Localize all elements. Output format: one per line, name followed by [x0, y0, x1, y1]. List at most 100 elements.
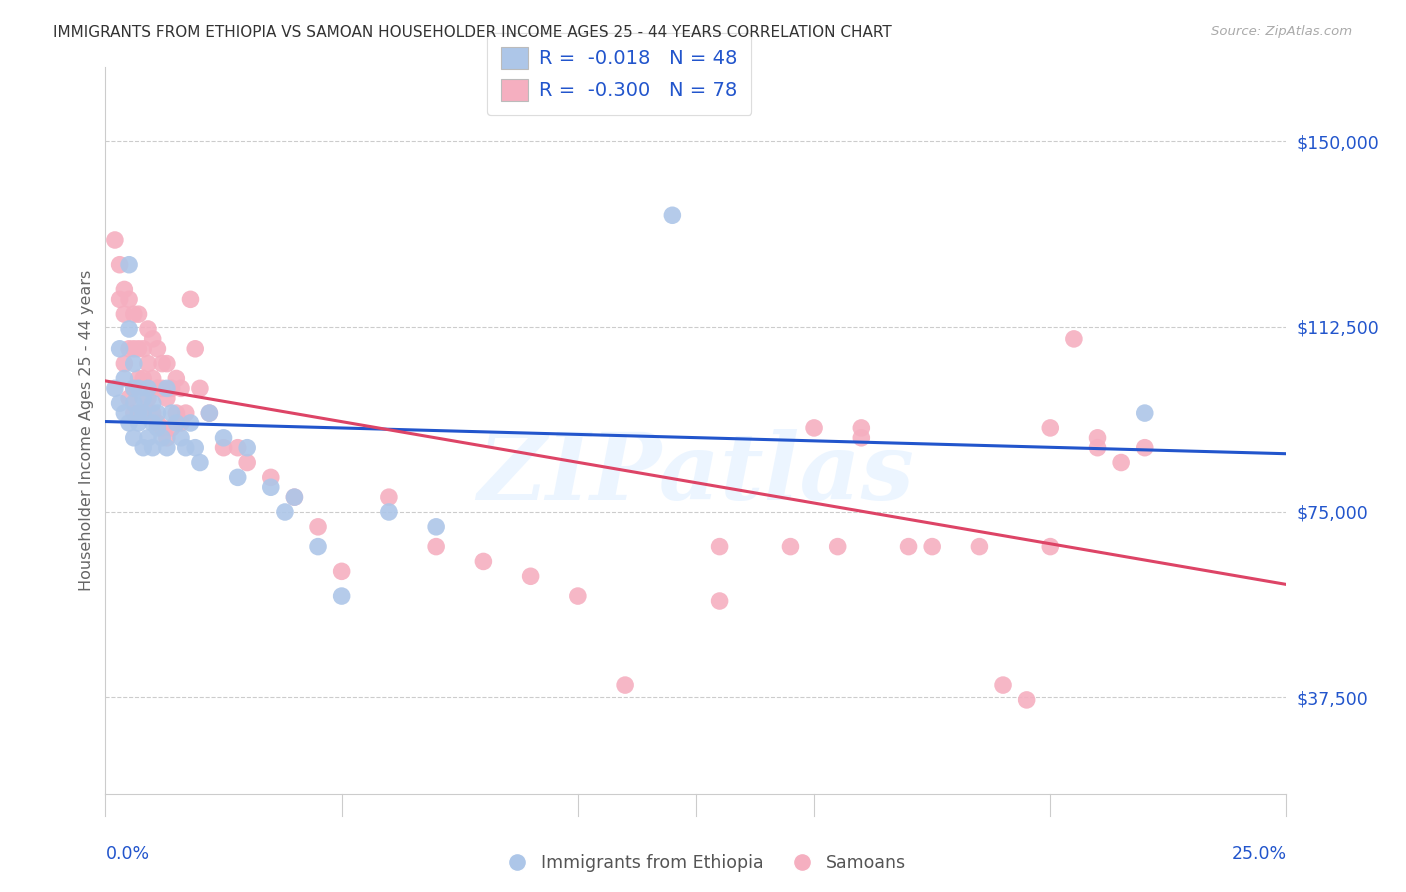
Point: [108, 342, 131, 356]
Point: [283, 490, 305, 504]
Point: [174, 406, 197, 420]
Point: [160, 381, 183, 395]
Point: [226, 470, 249, 484]
Point: [236, 456, 259, 470]
Point: [142, 406, 165, 420]
Point: [132, 406, 155, 420]
Point: [274, 505, 297, 519]
Point: [142, 416, 165, 430]
Point: [165, 416, 187, 430]
Point: [118, 258, 141, 272]
Text: ZIPatlas: ZIPatlas: [478, 429, 914, 519]
Point: [1063, 332, 1085, 346]
Point: [128, 381, 150, 395]
Point: [112, 307, 135, 321]
Point: [174, 441, 197, 455]
Point: [118, 391, 141, 405]
Point: [160, 421, 183, 435]
Point: [156, 431, 179, 445]
Point: [661, 208, 683, 222]
Point: [1133, 406, 1156, 420]
Point: [212, 441, 235, 455]
Point: [128, 406, 150, 420]
Point: [112, 357, 135, 371]
Text: 25.0%: 25.0%: [1232, 845, 1286, 863]
Point: [150, 381, 173, 395]
Point: [132, 391, 155, 405]
Point: [283, 490, 305, 504]
Point: [378, 505, 401, 519]
Point: [307, 520, 329, 534]
Legend: Immigrants from Ethiopia, Samoans: Immigrants from Ethiopia, Samoans: [492, 847, 914, 879]
Point: [112, 282, 135, 296]
Point: [142, 441, 165, 455]
Point: [184, 441, 207, 455]
Point: [198, 406, 221, 420]
Point: [170, 431, 193, 445]
Point: [156, 357, 179, 371]
Point: [827, 540, 849, 554]
Point: [1039, 421, 1062, 435]
Point: [1015, 693, 1038, 707]
Point: [1087, 431, 1109, 445]
Point: [122, 381, 145, 395]
Point: [122, 431, 145, 445]
Point: [1109, 456, 1132, 470]
Point: [236, 441, 259, 455]
Point: [1133, 441, 1156, 455]
Point: [160, 406, 183, 420]
Point: [1039, 540, 1062, 554]
Point: [921, 540, 943, 554]
Point: [142, 332, 165, 346]
Point: [112, 371, 135, 385]
Point: [212, 431, 235, 445]
Point: [128, 406, 150, 420]
Point: [188, 381, 211, 395]
Point: [179, 416, 201, 430]
Point: [851, 431, 873, 445]
Point: [136, 381, 159, 395]
Point: [260, 480, 283, 494]
Point: [142, 396, 165, 410]
Point: [156, 381, 179, 395]
Point: [128, 416, 150, 430]
Point: [179, 293, 201, 307]
Point: [472, 554, 495, 568]
Point: [330, 589, 353, 603]
Point: [425, 540, 447, 554]
Point: [165, 371, 187, 385]
Point: [146, 381, 169, 395]
Point: [108, 258, 131, 272]
Point: [709, 540, 731, 554]
Point: [122, 307, 145, 321]
Point: [170, 416, 193, 430]
Point: [118, 416, 141, 430]
Point: [146, 421, 169, 435]
Point: [150, 431, 173, 445]
Point: [226, 441, 249, 455]
Point: [170, 381, 193, 395]
Point: [614, 678, 637, 692]
Point: [128, 307, 150, 321]
Text: IMMIGRANTS FROM ETHIOPIA VS SAMOAN HOUSEHOLDER INCOME AGES 25 - 44 YEARS CORRELA: IMMIGRANTS FROM ETHIOPIA VS SAMOAN HOUSE…: [53, 25, 893, 40]
Point: [378, 490, 401, 504]
Point: [108, 396, 131, 410]
Point: [136, 391, 159, 405]
Point: [1087, 441, 1109, 455]
Point: [260, 470, 283, 484]
Point: [136, 431, 159, 445]
Point: [122, 357, 145, 371]
Point: [132, 371, 155, 385]
Point: [136, 322, 159, 336]
Legend: R =  -0.018   N = 48, R =  -0.300   N = 78: R = -0.018 N = 48, R = -0.300 N = 78: [486, 33, 751, 115]
Point: [156, 391, 179, 405]
Point: [184, 342, 207, 356]
Point: [307, 540, 329, 554]
Point: [122, 342, 145, 356]
Point: [150, 357, 173, 371]
Point: [132, 406, 155, 420]
Point: [969, 540, 991, 554]
Point: [198, 406, 221, 420]
Point: [128, 342, 150, 356]
Point: [188, 456, 211, 470]
